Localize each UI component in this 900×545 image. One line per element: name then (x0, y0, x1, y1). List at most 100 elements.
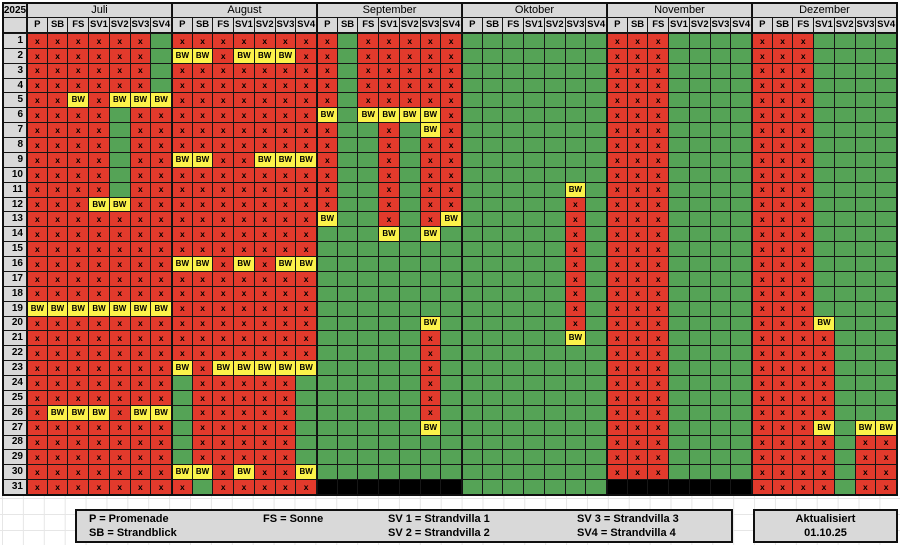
availability-cell-dezember-7-fs[interactable]: x (793, 123, 814, 138)
availability-cell-november-4-sv4[interactable] (731, 78, 751, 93)
availability-cell-august-10-sv4[interactable]: x (296, 167, 316, 182)
availability-cell-august-14-p[interactable]: x (171, 227, 192, 242)
availability-cell-oktober-19-sv3[interactable]: x (565, 301, 586, 316)
availability-cell-juli-26-p[interactable]: x (27, 405, 47, 420)
availability-cell-august-5-fs[interactable]: x (213, 93, 234, 108)
availability-cell-november-29-sv4[interactable] (731, 450, 751, 465)
availability-cell-juli-3-p[interactable]: x (27, 63, 47, 78)
availability-cell-august-9-fs[interactable]: x (213, 152, 234, 167)
availability-cell-august-5-sv3[interactable]: x (275, 93, 296, 108)
availability-cell-oktober-18-sv4[interactable] (586, 286, 606, 301)
availability-cell-oktober-7-sv2[interactable] (544, 123, 565, 138)
availability-cell-november-6-sv3[interactable] (710, 108, 731, 123)
availability-cell-november-27-sv4[interactable] (731, 420, 751, 435)
availability-cell-juli-16-sv2[interactable]: x (109, 257, 130, 271)
availability-cell-dezember-9-sv2[interactable] (834, 152, 855, 167)
availability-cell-oktober-12-sv3[interactable]: x (565, 197, 586, 212)
availability-cell-dezember-16-p[interactable]: x (751, 257, 772, 271)
availability-cell-dezember-13-sv2[interactable] (834, 212, 855, 227)
availability-cell-november-5-p[interactable]: x (606, 93, 627, 108)
availability-cell-dezember-23-fs[interactable]: x (793, 361, 814, 376)
availability-cell-oktober-25-sv3[interactable] (565, 390, 586, 405)
availability-cell-august-20-sv1[interactable]: x (234, 316, 254, 331)
availability-cell-september-1-sv4[interactable]: x (441, 34, 461, 48)
availability-cell-september-19-sv1[interactable] (379, 301, 399, 316)
availability-cell-juli-18-sv1[interactable]: x (89, 286, 109, 301)
availability-cell-dezember-10-sb[interactable]: x (772, 167, 793, 182)
availability-cell-dezember-18-sv4[interactable] (876, 286, 896, 301)
availability-cell-september-2-sv4[interactable]: x (441, 48, 461, 63)
availability-cell-juli-28-sb[interactable]: x (47, 435, 68, 450)
availability-cell-dezember-4-fs[interactable]: x (793, 78, 814, 93)
availability-cell-dezember-18-sb[interactable]: x (772, 286, 793, 301)
availability-cell-september-18-sv4[interactable] (441, 286, 461, 301)
availability-cell-september-29-sb[interactable] (337, 450, 358, 465)
availability-cell-september-30-sv2[interactable] (399, 465, 420, 480)
availability-cell-november-24-sv1[interactable] (669, 376, 689, 390)
availability-cell-august-26-sb[interactable]: x (192, 405, 213, 420)
availability-cell-juli-19-sb[interactable]: BW (47, 301, 68, 316)
availability-cell-juli-4-sv1[interactable]: x (89, 78, 109, 93)
availability-cell-dezember-9-sv4[interactable] (876, 152, 896, 167)
availability-cell-juli-7-sb[interactable]: x (47, 123, 68, 138)
availability-cell-november-21-sb[interactable]: x (627, 331, 648, 346)
availability-cell-september-10-fs[interactable] (358, 167, 379, 182)
availability-cell-november-14-sv2[interactable] (689, 227, 710, 242)
availability-cell-august-22-sv1[interactable]: x (234, 346, 254, 361)
availability-cell-november-12-sv3[interactable] (710, 197, 731, 212)
availability-cell-oktober-25-sb[interactable] (482, 390, 503, 405)
availability-cell-november-26-sv2[interactable] (689, 405, 710, 420)
availability-cell-dezember-23-sv1[interactable]: x (814, 361, 834, 376)
availability-cell-juli-3-sv2[interactable]: x (109, 63, 130, 78)
availability-cell-dezember-30-sv4[interactable]: x (876, 465, 896, 480)
availability-cell-oktober-27-sv4[interactable] (586, 420, 606, 435)
availability-cell-dezember-12-fs[interactable]: x (793, 197, 814, 212)
availability-cell-oktober-14-sb[interactable] (482, 227, 503, 242)
availability-cell-juli-7-sv1[interactable]: x (89, 123, 109, 138)
availability-cell-november-8-sv3[interactable] (710, 138, 731, 152)
availability-cell-dezember-25-sv3[interactable] (855, 390, 876, 405)
availability-cell-dezember-24-p[interactable]: x (751, 376, 772, 390)
availability-cell-august-24-sv3[interactable]: x (275, 376, 296, 390)
availability-cell-august-6-sb[interactable]: x (192, 108, 213, 123)
availability-cell-august-7-p[interactable]: x (171, 123, 192, 138)
availability-cell-november-14-sv4[interactable] (731, 227, 751, 242)
availability-cell-november-13-sv1[interactable] (669, 212, 689, 227)
availability-cell-august-3-sv3[interactable]: x (275, 63, 296, 78)
availability-cell-august-24-sv2[interactable]: x (254, 376, 275, 390)
availability-cell-juli-14-sv4[interactable]: x (151, 227, 171, 242)
availability-cell-juli-31-sv3[interactable]: x (130, 480, 151, 494)
availability-cell-dezember-30-sv2[interactable] (834, 465, 855, 480)
availability-cell-november-12-sv1[interactable] (669, 197, 689, 212)
availability-cell-juli-16-sv3[interactable]: x (130, 257, 151, 271)
availability-cell-august-2-sv3[interactable]: BW (275, 48, 296, 63)
availability-cell-oktober-28-sv2[interactable] (544, 435, 565, 450)
availability-cell-august-31-sv2[interactable]: x (254, 480, 275, 494)
availability-cell-dezember-6-sv1[interactable] (814, 108, 834, 123)
availability-cell-august-7-sv2[interactable]: x (254, 123, 275, 138)
availability-cell-juli-17-sv1[interactable]: x (89, 271, 109, 286)
availability-cell-august-3-sv4[interactable]: x (296, 63, 316, 78)
availability-cell-september-15-sv1[interactable] (379, 242, 399, 257)
availability-cell-oktober-20-sb[interactable] (482, 316, 503, 331)
availability-cell-oktober-27-p[interactable] (461, 420, 482, 435)
availability-cell-juli-8-sv2[interactable] (109, 138, 130, 152)
availability-cell-dezember-25-sv4[interactable] (876, 390, 896, 405)
availability-cell-november-26-sb[interactable]: x (627, 405, 648, 420)
availability-cell-september-4-fs[interactable]: x (358, 78, 379, 93)
availability-cell-dezember-10-sv3[interactable] (855, 167, 876, 182)
availability-cell-august-2-sv1[interactable]: BW (234, 48, 254, 63)
availability-cell-oktober-7-sv3[interactable] (565, 123, 586, 138)
availability-cell-november-9-fs[interactable]: x (648, 152, 669, 167)
availability-cell-august-16-fs[interactable]: x (213, 257, 234, 271)
availability-cell-september-5-sb[interactable] (337, 93, 358, 108)
availability-cell-oktober-1-fs[interactable] (503, 34, 524, 48)
availability-cell-august-7-sb[interactable]: x (192, 123, 213, 138)
availability-cell-dezember-17-p[interactable]: x (751, 271, 772, 286)
availability-cell-juli-16-fs[interactable]: x (68, 257, 89, 271)
availability-cell-oktober-6-sv4[interactable] (586, 108, 606, 123)
availability-cell-august-31-sv1[interactable]: x (234, 480, 254, 494)
availability-cell-september-22-sv4[interactable] (441, 346, 461, 361)
availability-cell-oktober-25-sv2[interactable] (544, 390, 565, 405)
availability-cell-juli-11-p[interactable]: x (27, 182, 47, 197)
